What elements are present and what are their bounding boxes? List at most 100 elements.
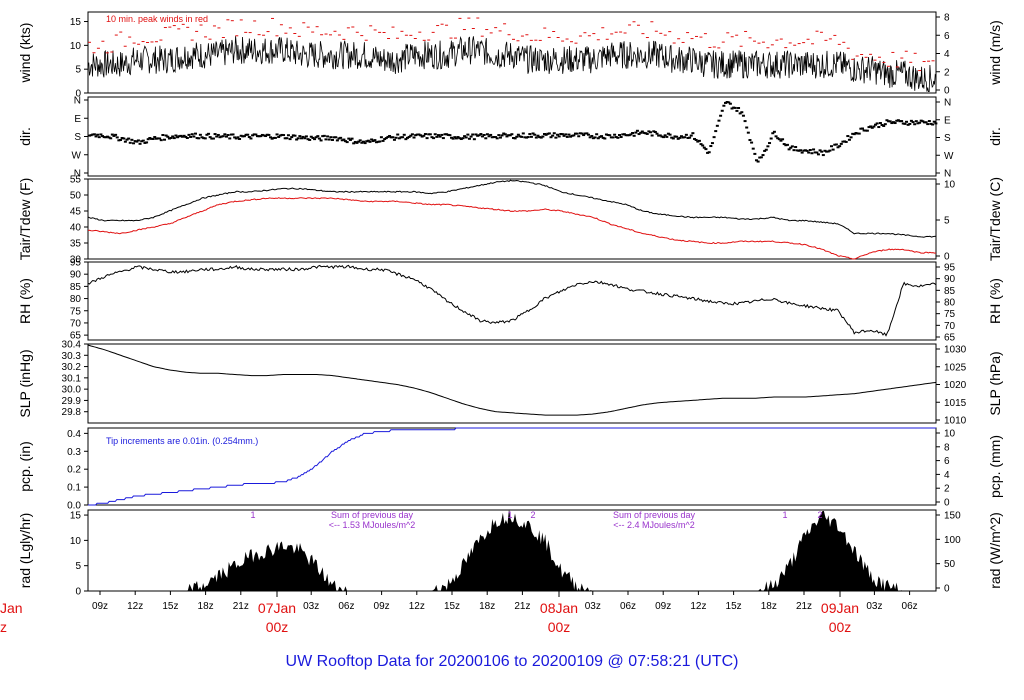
direction-point (224, 135, 228, 138)
direction-point (652, 130, 656, 133)
panel-wind-ylabel-right: wind (m/s) (987, 20, 1003, 86)
direction-point (520, 135, 524, 138)
direction-point (97, 136, 101, 139)
direction-point (114, 133, 118, 136)
direction-point (565, 135, 569, 138)
day-date-label: 09Jan (821, 600, 859, 616)
panel-pcp-ytick-label: 0.1 (67, 483, 81, 494)
direction-point (445, 133, 449, 136)
direction-point (210, 137, 214, 140)
direction-point (133, 140, 137, 143)
direction-point (702, 146, 706, 149)
direction-point (719, 114, 723, 117)
direction-point (665, 135, 669, 138)
direction-point (872, 125, 876, 128)
direction-point (410, 133, 414, 136)
direction-point (929, 122, 933, 125)
direction-point (616, 136, 620, 139)
direction-point (851, 132, 855, 135)
direction-point (316, 135, 320, 138)
panel-rad-ytick-right-label: 50 (944, 559, 956, 570)
direction-point (383, 138, 387, 141)
series-tair (87, 179, 937, 238)
direction-point (275, 133, 279, 136)
direction-point (684, 133, 688, 136)
direction-point (443, 133, 447, 136)
panel-dir-ytick-label: S (74, 132, 81, 143)
direction-point (358, 139, 362, 142)
direction-point (776, 137, 780, 140)
rad-peak-marker: 2 (817, 510, 822, 520)
direction-point (286, 134, 290, 137)
direction-point (432, 137, 436, 140)
panel-rh-ytick-label: 85 (70, 282, 82, 293)
direction-point (541, 135, 545, 138)
direction-point (456, 136, 460, 139)
direction-point (242, 135, 246, 138)
direction-point (184, 135, 188, 138)
direction-point (202, 137, 206, 140)
direction-point (109, 137, 113, 140)
direction-point (671, 137, 675, 140)
day-hour-label: 00z (266, 619, 289, 635)
direction-point (407, 135, 411, 138)
direction-point (195, 137, 199, 140)
direction-point (138, 142, 142, 145)
direction-point (409, 134, 413, 137)
direction-point (303, 137, 307, 140)
direction-point (799, 149, 803, 152)
direction-point (797, 149, 801, 152)
direction-point (347, 137, 351, 140)
direction-point (567, 133, 571, 136)
direction-point (906, 123, 910, 126)
direction-point (608, 134, 612, 137)
direction-point (629, 133, 633, 136)
direction-point (546, 132, 550, 135)
direction-point (89, 134, 93, 137)
direction-point (448, 134, 452, 137)
direction-point (91, 133, 95, 136)
panel-wind-ytick-right-label: 4 (944, 49, 950, 60)
direction-point (575, 132, 579, 135)
direction-point (357, 140, 361, 143)
direction-point (831, 148, 835, 151)
direction-point (446, 133, 450, 136)
panel-wind-ytick-label: 5 (75, 65, 81, 76)
direction-point (156, 137, 160, 140)
direction-point (190, 133, 194, 136)
direction-point (862, 129, 866, 132)
direction-point (609, 136, 613, 139)
x-tick-label: 09z (374, 601, 390, 612)
direction-point (277, 135, 281, 138)
panel-temp-frame (87, 178, 937, 260)
direction-point (573, 132, 577, 135)
direction-point (795, 149, 799, 152)
direction-point (388, 134, 392, 137)
direction-point (645, 132, 649, 135)
direction-point (754, 159, 758, 162)
direction-point (466, 133, 470, 136)
direction-point (833, 143, 837, 146)
direction-point (857, 132, 861, 135)
direction-point (877, 126, 881, 129)
direction-point (348, 138, 352, 141)
direction-point (583, 132, 587, 135)
direction-point (194, 132, 197, 135)
direction-point (438, 135, 442, 138)
direction-point (914, 120, 918, 123)
direction-point (878, 122, 882, 125)
direction-point (122, 137, 126, 140)
direction-point (334, 136, 338, 139)
direction-point (590, 134, 594, 137)
direction-point (301, 135, 305, 138)
direction-point (459, 138, 463, 141)
direction-point (658, 134, 662, 137)
direction-point (247, 136, 251, 139)
direction-point (335, 139, 339, 142)
direction-point (895, 119, 899, 122)
direction-point (875, 122, 879, 125)
direction-point (864, 129, 868, 132)
direction-point (865, 129, 869, 132)
direction-point (306, 138, 310, 141)
direction-point (487, 135, 491, 138)
